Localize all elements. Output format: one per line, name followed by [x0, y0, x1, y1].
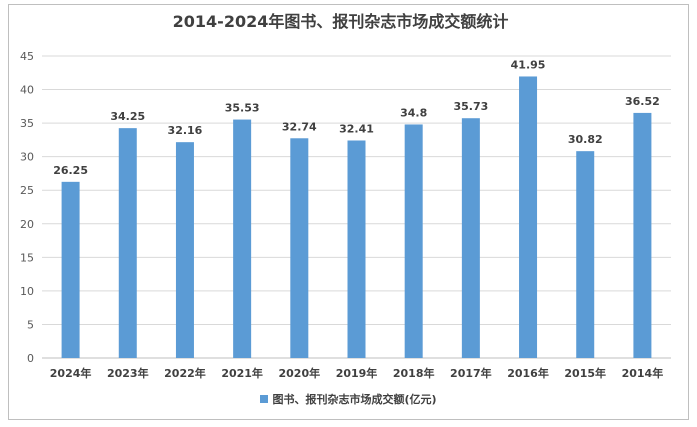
data-label: 30.82 [568, 133, 603, 146]
y-tick-label: 10 [20, 285, 34, 298]
x-tick-label: 2017年 [450, 366, 492, 380]
x-tick-label: 2023年 [107, 366, 149, 380]
chart-title: 2014-2024年图书、报刊杂志市场成交额统计 [172, 12, 509, 31]
x-tick-label: 2022年 [164, 366, 206, 380]
legend-label: 图书、报刊杂志市场成交额(亿元) [272, 393, 437, 406]
data-label: 32.41 [339, 122, 374, 135]
x-tick-label: 2019年 [336, 366, 378, 380]
bar-chart: 0 5 10 15 20 25 30 35 40 45 26.25 2024年 34.25 2023年 32… [20, 50, 671, 380]
x-tick-label: 2014年 [622, 366, 664, 380]
bar [118, 128, 137, 358]
x-tick-label: 2024年 [50, 366, 92, 380]
data-label: 34.8 [400, 106, 427, 119]
bar [461, 118, 480, 358]
y-tick-label: 5 [27, 318, 34, 331]
data-label: 36.52 [625, 95, 660, 108]
data-label: 41.95 [511, 58, 546, 71]
bar [290, 138, 309, 358]
bar [633, 112, 652, 359]
y-tick-label: 20 [20, 218, 34, 231]
y-tick-label: 45 [20, 50, 34, 63]
data-label: 32.74 [282, 120, 317, 133]
bar [519, 76, 538, 359]
x-tick-label: 2015年 [564, 366, 606, 380]
chart-legend: 图书、报刊杂志市场成交额(亿元) [0, 391, 697, 407]
x-tick-label: 2021年 [221, 366, 263, 380]
x-tick-label: 2016年 [507, 366, 549, 380]
x-tick-label: 2018年 [393, 366, 435, 380]
bar [175, 142, 194, 358]
data-label: 32.16 [168, 124, 203, 137]
y-tick-label: 30 [20, 151, 34, 164]
y-tick-label: 15 [20, 251, 34, 264]
x-tick-label: 2020年 [279, 366, 321, 380]
bar [576, 151, 595, 358]
bar [233, 119, 252, 358]
legend-swatch [260, 395, 269, 403]
y-tick-label: 25 [20, 184, 34, 197]
data-label: 26.25 [53, 164, 88, 177]
data-label: 35.53 [225, 102, 260, 115]
bar [61, 181, 80, 358]
y-tick-label: 0 [27, 352, 34, 365]
bar [347, 140, 366, 358]
y-tick-label: 40 [20, 84, 34, 97]
data-label: 34.25 [110, 110, 145, 123]
bar [404, 124, 423, 358]
data-label: 35.73 [453, 100, 488, 113]
y-tick-label: 35 [20, 117, 34, 130]
